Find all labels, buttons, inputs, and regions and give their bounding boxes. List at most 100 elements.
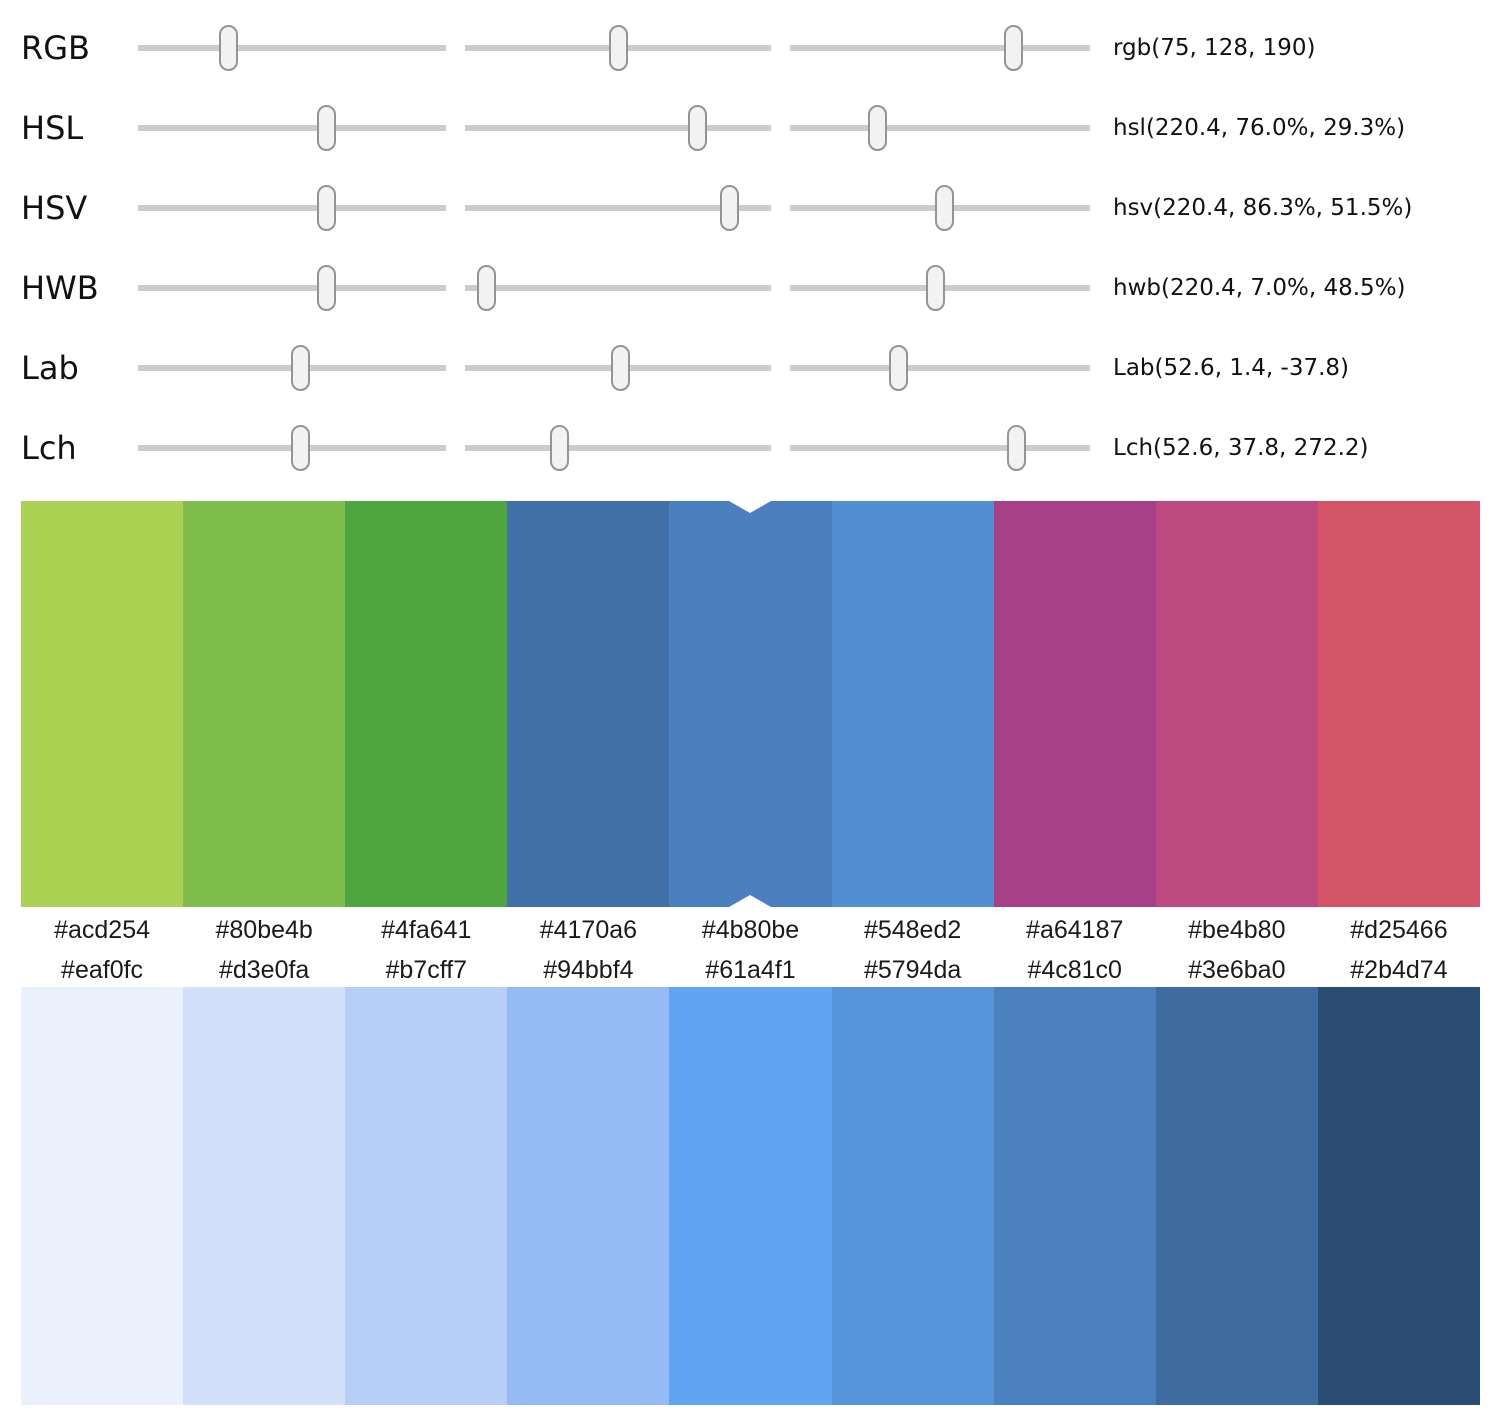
lab-value-text: Lab(52.6, 1.4, -37.8): [1113, 355, 1349, 381]
rgb-red-slider-thumb[interactable]: [219, 25, 239, 71]
hue-swatch[interactable]: [831, 501, 994, 907]
rgb-red-slider[interactable]: [138, 22, 446, 74]
rgb-blue-slider-track[interactable]: [790, 45, 1090, 51]
hwb-whiteness-slider[interactable]: [465, 262, 771, 314]
hue-hex-labels: #acd254 #80be4b #4fa641 #4170a6 #4b80be …: [21, 907, 1480, 953]
hsv-hue-slider-thumb[interactable]: [316, 185, 336, 231]
tint-swatch[interactable]: [1155, 987, 1318, 1405]
hue-hex-label: #4b80be: [701, 915, 800, 944]
hsl-hue-slider-track[interactable]: [138, 125, 446, 131]
lch-hue-slider[interactable]: [790, 422, 1090, 474]
rgb-value-text: rgb(75, 128, 190): [1113, 35, 1316, 61]
hue-hex-label: #be4b80: [1188, 915, 1286, 944]
slider-row-hsv: HSV hsv(220.4, 86.3%, 51.5%): [0, 168, 1501, 248]
hwb-value-text: hwb(220.4, 7.0%, 48.5%): [1113, 275, 1406, 301]
tint-swatch[interactable]: [183, 987, 346, 1405]
hsv-hue-slider-track[interactable]: [138, 205, 446, 211]
hue-swatch[interactable]: [993, 501, 1156, 907]
tint-swatch[interactable]: [993, 987, 1156, 1405]
slider-row-hsl: HSL hsl(220.4, 76.0%, 29.3%): [0, 88, 1501, 168]
hue-hex-label: #80be4b: [215, 915, 313, 944]
hsv-saturation-slider[interactable]: [465, 182, 771, 234]
lch-chroma-slider-thumb[interactable]: [550, 425, 570, 471]
rgb-blue-slider-thumb[interactable]: [1004, 25, 1023, 71]
hwb-hue-slider[interactable]: [138, 262, 446, 314]
lab-b-slider[interactable]: [790, 342, 1090, 394]
hue-swatch[interactable]: [507, 501, 670, 907]
rgb-green-slider-thumb[interactable]: [609, 25, 629, 71]
lab-b-slider-thumb[interactable]: [888, 345, 908, 391]
hsv-hue-slider[interactable]: [138, 182, 446, 234]
hwb-blackness-slider[interactable]: [790, 262, 1090, 314]
hsl-value-text: hsl(220.4, 76.0%, 29.3%): [1113, 115, 1406, 141]
tint-hex-label: #5794da: [863, 955, 962, 984]
tint-hex-label: #2b4d74: [1350, 955, 1448, 984]
hsl-saturation-slider-thumb[interactable]: [688, 105, 708, 151]
lch-hue-slider-track[interactable]: [790, 445, 1090, 451]
lch-lightness-slider-thumb[interactable]: [290, 425, 310, 471]
lch-value-text: Lch(52.6, 37.8, 272.2): [1113, 435, 1369, 461]
tint-palette: [21, 987, 1480, 1405]
tint-swatch[interactable]: [831, 987, 994, 1405]
hue-swatch-selected[interactable]: [669, 501, 832, 907]
hue-hex-label: #4fa641: [381, 915, 472, 944]
lab-lightness-slider[interactable]: [138, 342, 446, 394]
hue-swatch[interactable]: [183, 501, 346, 907]
slider-row-lch: Lch Lch(52.6, 37.8, 272.2): [0, 408, 1501, 488]
hsv-saturation-slider-track[interactable]: [465, 205, 771, 211]
tint-hex-label: #3e6ba0: [1188, 955, 1286, 984]
rgb-green-slider[interactable]: [465, 22, 771, 74]
tint-hex-label: #d3e0fa: [218, 955, 310, 984]
hue-swatch[interactable]: [1155, 501, 1318, 907]
lch-chroma-slider-track[interactable]: [465, 445, 771, 451]
hsv-saturation-slider-thumb[interactable]: [719, 185, 739, 231]
tint-swatch[interactable]: [507, 987, 670, 1405]
lch-lightness-slider[interactable]: [138, 422, 446, 474]
lch-hue-slider-thumb[interactable]: [1007, 425, 1027, 471]
tint-hex-label: #eaf0fc: [61, 955, 144, 984]
tint-hex-labels: #eaf0fc #d3e0fa #b7cff7 #94bbf4 #61a4f1 …: [21, 953, 1480, 987]
hsl-saturation-slider[interactable]: [465, 102, 771, 154]
tint-hex-label: #b7cff7: [385, 955, 468, 984]
tint-swatch[interactable]: [1317, 987, 1480, 1405]
hue-hex-label: #a64187: [1026, 915, 1124, 944]
tint-swatch[interactable]: [345, 987, 508, 1405]
hwb-blackness-slider-thumb[interactable]: [926, 265, 945, 311]
hue-swatch[interactable]: [345, 501, 508, 907]
hsv-value-slider-thumb[interactable]: [935, 185, 954, 231]
lab-a-slider[interactable]: [465, 342, 771, 394]
hsl-lightness-slider-thumb[interactable]: [868, 105, 888, 151]
tint-swatch[interactable]: [669, 987, 832, 1405]
colorspace-label-hsv: HSV: [21, 189, 88, 227]
hsv-value-slider[interactable]: [790, 182, 1090, 234]
lch-chroma-slider[interactable]: [465, 422, 771, 474]
hwb-hue-slider-track[interactable]: [138, 285, 446, 291]
tint-swatch[interactable]: [21, 987, 184, 1405]
rgb-red-slider-track[interactable]: [138, 45, 446, 51]
hue-hex-label: #d25466: [1350, 915, 1448, 944]
hue-swatch[interactable]: [1317, 501, 1480, 907]
selection-notch-top-icon: [729, 501, 772, 513]
hsl-hue-slider[interactable]: [138, 102, 446, 154]
hue-swatch[interactable]: [21, 501, 184, 907]
rgb-blue-slider[interactable]: [790, 22, 1090, 74]
hue-palette: [21, 501, 1480, 907]
hwb-whiteness-slider-track[interactable]: [465, 285, 771, 291]
colorspace-label-hwb: HWB: [21, 269, 99, 307]
lab-lightness-slider-thumb[interactable]: [290, 345, 310, 391]
hsl-hue-slider-thumb[interactable]: [316, 105, 336, 151]
hwb-whiteness-slider-thumb[interactable]: [476, 265, 496, 311]
hue-hex-label: #acd254: [54, 915, 151, 944]
hsv-value-text: hsv(220.4, 86.3%, 51.5%): [1113, 195, 1413, 221]
lab-b-slider-track[interactable]: [790, 365, 1090, 371]
hsl-saturation-slider-track[interactable]: [465, 125, 771, 131]
slider-row-hwb: HWB hwb(220.4, 7.0%, 48.5%): [0, 248, 1501, 328]
hsl-lightness-slider-track[interactable]: [790, 125, 1090, 131]
hwb-hue-slider-thumb[interactable]: [316, 265, 336, 311]
hsl-lightness-slider[interactable]: [790, 102, 1090, 154]
lab-a-slider-thumb[interactable]: [610, 345, 630, 391]
colorspace-label-lch: Lch: [21, 429, 77, 467]
selection-notch-bottom-icon: [729, 895, 772, 907]
tint-hex-label: #61a4f1: [705, 955, 796, 984]
